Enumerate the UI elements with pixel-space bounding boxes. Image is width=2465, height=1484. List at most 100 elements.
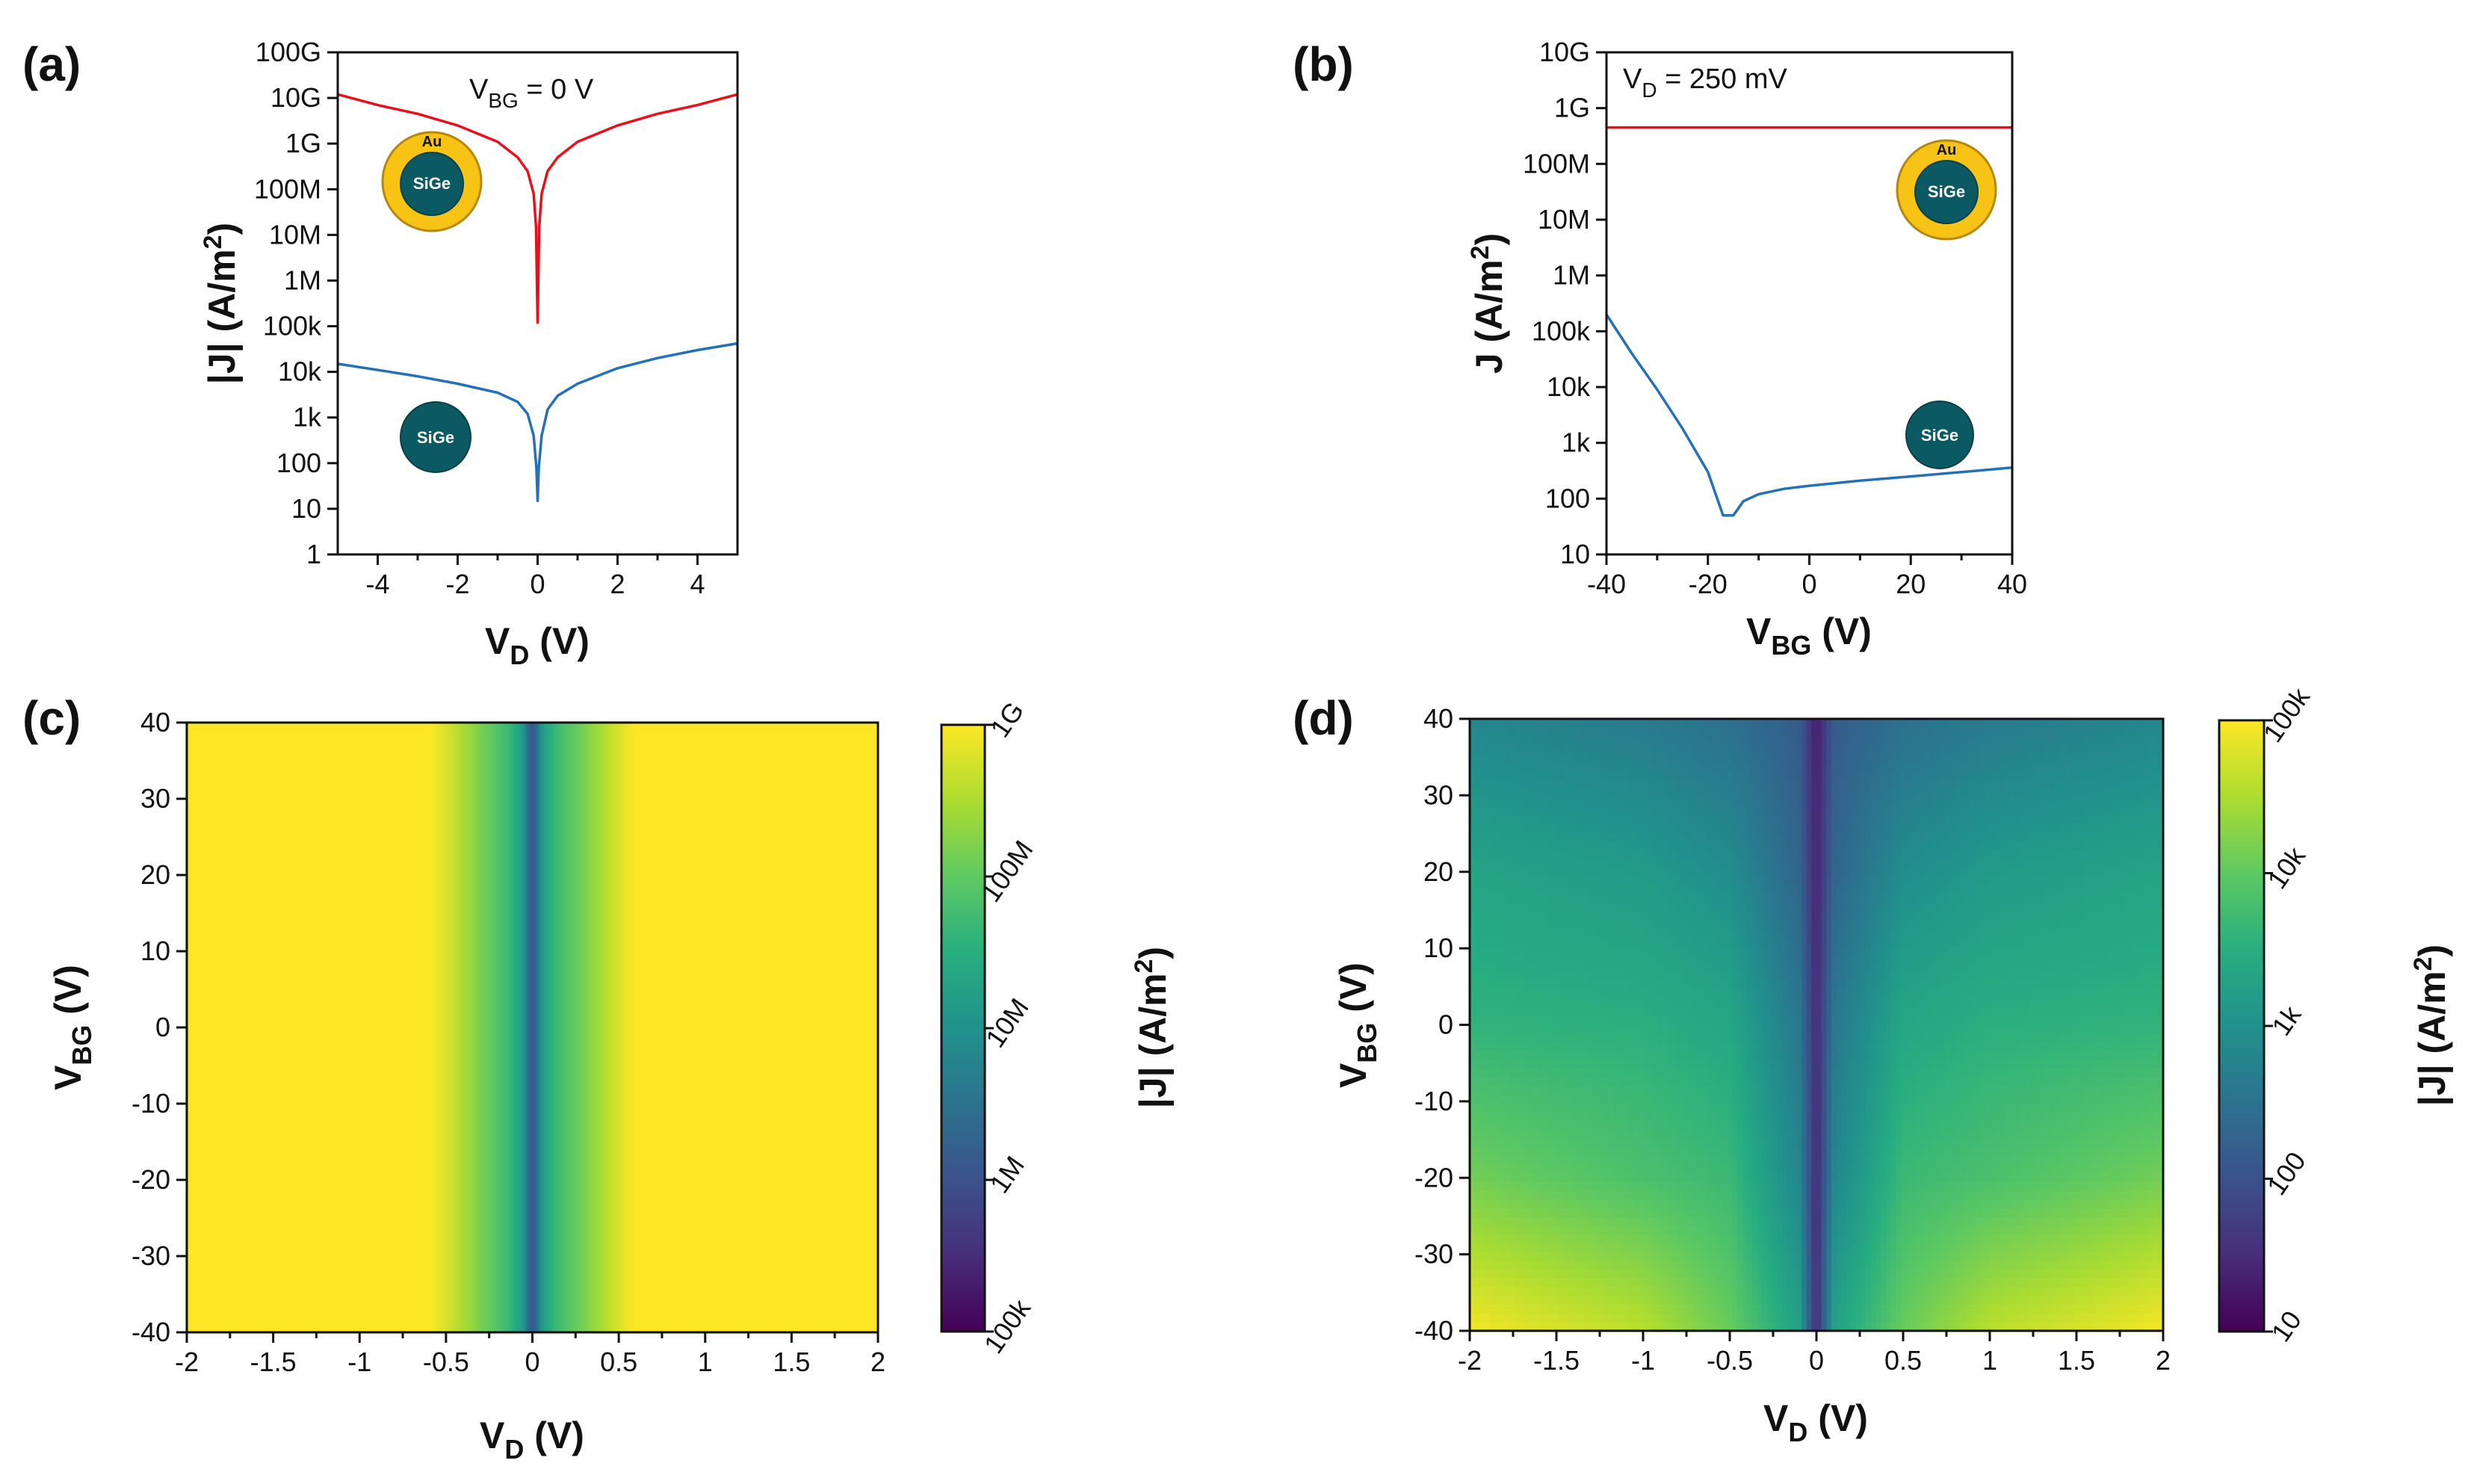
heatmap-cell — [1801, 911, 1807, 921]
heatmap-cell — [1613, 719, 1619, 729]
heatmap-cell — [2148, 771, 2154, 781]
heatmap-cell — [1796, 928, 1802, 939]
heatmap-cell — [1702, 753, 1708, 764]
heatmap-cell — [1796, 876, 1802, 886]
heatmap-cell — [1504, 832, 1510, 842]
heatmap-cell — [2069, 928, 2075, 939]
heatmap-cell — [1717, 727, 1723, 738]
heatmap-cell — [1747, 832, 1753, 842]
heatmap-cell — [1781, 745, 1788, 755]
x-tick-label: -1.5 — [250, 1347, 297, 1377]
heatmap-cell — [1534, 736, 1540, 746]
heatmap-cell — [1653, 954, 1659, 965]
heatmap-cell — [1687, 894, 1694, 903]
heatmap-cell — [1826, 727, 1832, 738]
heatmap-cell — [1489, 797, 1495, 807]
heatmap-cell — [1529, 771, 1535, 781]
heatmap-cell — [2049, 736, 2055, 746]
heatmap-cell — [1791, 841, 1798, 851]
heatmap-cell — [1683, 745, 1689, 755]
heatmap-cell — [1781, 727, 1788, 738]
heatmap-cell — [1816, 806, 1822, 816]
heatmap-cell — [1608, 876, 1615, 886]
heatmap-cell — [2098, 911, 2105, 921]
heatmap-cell — [1900, 972, 1907, 982]
heatmap-cell — [1851, 727, 1857, 738]
heatmap-cell — [1653, 876, 1659, 886]
heatmap-cell — [2128, 727, 2135, 738]
heatmap-cell — [2143, 814, 2149, 825]
heatmap-cell — [1657, 771, 1664, 781]
heatmap-cell — [1905, 867, 1911, 877]
heatmap-cell — [1603, 806, 1609, 816]
heatmap-cell — [1910, 850, 1917, 859]
heatmap-cell — [1603, 998, 1609, 1008]
heatmap-cell — [1870, 753, 1877, 764]
heatmap-cell — [1979, 823, 1986, 833]
heatmap-cell — [677, 723, 681, 1332]
heatmap-cell — [1994, 841, 2001, 851]
heatmap-cell — [1905, 797, 1911, 807]
heatmap-cell — [2029, 920, 2035, 930]
heatmap-cell — [2113, 902, 2120, 912]
heatmap-cell — [1811, 963, 1817, 974]
heatmap-cell — [2128, 894, 2135, 903]
heatmap-cell — [1772, 885, 1778, 894]
heatmap-cell — [1712, 894, 1719, 903]
heatmap-cell — [1964, 823, 1971, 833]
heatmap-cell — [681, 723, 685, 1332]
heatmap-cell — [1821, 963, 1828, 974]
heatmap-cell — [2014, 719, 2020, 729]
heatmap-cell — [785, 723, 789, 1332]
heatmap-cell — [1960, 937, 1966, 947]
heatmap-cell — [2049, 894, 2055, 903]
heatmap-cell — [1762, 797, 1768, 807]
heatmap-cell — [1484, 797, 1491, 807]
heatmap-cell — [1608, 797, 1615, 807]
heatmap-cell — [1663, 745, 1668, 755]
heatmap-cell — [1762, 885, 1768, 894]
heatmap-cell — [1896, 719, 1902, 729]
heatmap-cell — [1826, 946, 1832, 956]
heatmap-cell — [1529, 814, 1535, 825]
heatmap-cell — [742, 723, 745, 1332]
heatmap-cell — [2009, 727, 2015, 738]
heatmap-cell — [1668, 806, 1674, 816]
heatmap-cell — [1529, 719, 1535, 729]
heatmap-cell — [1683, 850, 1689, 859]
heatmap-cell — [1836, 850, 1842, 859]
heatmap-cell — [1762, 859, 1768, 868]
heatmap-cell — [2153, 832, 2159, 842]
heatmap-cell — [1975, 963, 1981, 974]
heatmap-cell — [1519, 797, 1525, 807]
heatmap-cell — [1589, 885, 1595, 894]
heatmap-cell — [2118, 902, 2124, 912]
heatmap-cell — [2069, 894, 2075, 903]
heatmap-cell — [1881, 920, 1887, 930]
heatmap-cell — [2088, 989, 2094, 1000]
heatmap-cell — [1787, 762, 1793, 772]
heatmap-cell — [1841, 937, 1847, 947]
heatmap-cell — [1751, 719, 1758, 729]
heatmap-cell — [1563, 797, 1570, 807]
heatmap-cell — [1668, 946, 1674, 956]
heatmap-cell — [1668, 963, 1674, 974]
heatmap-cell — [1538, 946, 1545, 956]
heatmap-cell — [1514, 814, 1521, 825]
heatmap-cell — [1668, 989, 1674, 1000]
heatmap-cell — [1727, 911, 1733, 921]
heatmap-cell — [758, 723, 761, 1332]
heatmap-cell — [1781, 920, 1788, 930]
heatmap-cell — [691, 723, 695, 1332]
heatmap-cell — [1836, 771, 1842, 781]
heatmap-cell — [1796, 727, 1802, 738]
heatmap-cell — [1474, 920, 1481, 930]
heatmap-cell — [1826, 963, 1832, 974]
heatmap-cell — [1712, 814, 1719, 825]
heatmap-cell — [1757, 762, 1763, 772]
heatmap-cell — [1915, 981, 1921, 991]
heatmap-cell — [1574, 963, 1580, 974]
heatmap-cell — [1608, 867, 1615, 877]
heatmap-cell — [1787, 928, 1793, 939]
heatmap-cell — [2138, 920, 2144, 930]
